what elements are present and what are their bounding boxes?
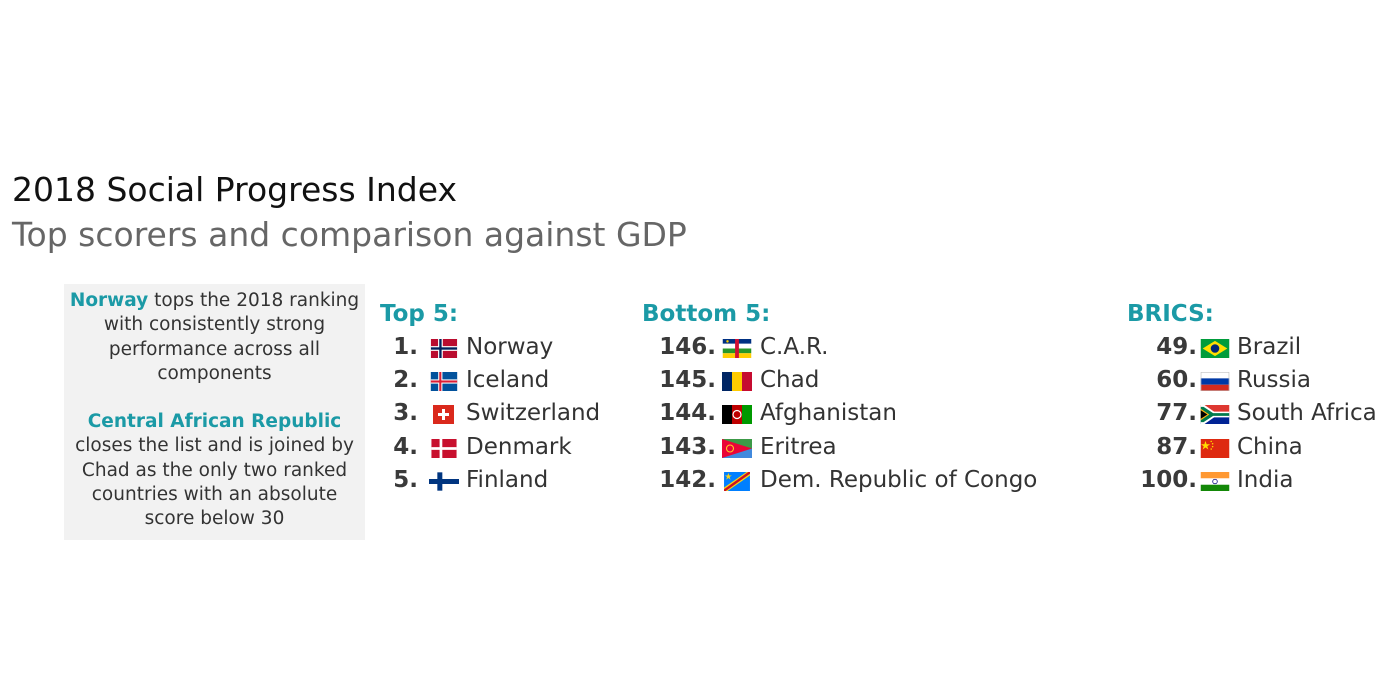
- list-item: 77. South Africa: [1127, 397, 1397, 430]
- drc-flag-icon: [724, 471, 750, 491]
- rank-number: 87.: [1156, 433, 1197, 460]
- country-name: Brazil: [1237, 334, 1302, 360]
- norway-flag-icon: [430, 339, 458, 358]
- brazil-flag-icon: [1200, 339, 1230, 358]
- country-name: Eritrea: [760, 433, 837, 460]
- list-item: 144. Afghanistan: [642, 397, 1062, 430]
- chad-flag-icon: [722, 372, 752, 392]
- country-name: Afghanistan: [760, 400, 897, 427]
- rank-number: 1.: [393, 334, 418, 360]
- list-item: 4. Denmark: [380, 431, 620, 464]
- list-item: 3. Switzerland: [380, 397, 620, 430]
- country-name: Denmark: [466, 433, 572, 460]
- country-name: Norway: [466, 334, 554, 360]
- rank-number: 60.: [1156, 367, 1197, 394]
- india-flag-icon: [1200, 471, 1230, 491]
- rank-number: 142.: [659, 466, 716, 493]
- list-item: 87. China: [1127, 431, 1397, 464]
- callout-text-top: tops the 2018 ranking with consistently …: [103, 290, 360, 384]
- rank-number: 3.: [393, 400, 418, 427]
- country-name: China: [1237, 433, 1303, 460]
- rank-number: 4.: [393, 433, 418, 460]
- summary-callout: Norway tops the 2018 ranking with consis…: [64, 284, 365, 540]
- callout-highlight-bottom: Central African Republic: [87, 411, 342, 433]
- russia-flag-icon: [1200, 372, 1230, 392]
- page-subtitle: Top scorers and comparison against GDP: [12, 215, 687, 254]
- afghanistan-flag-icon: [722, 405, 752, 425]
- rank-number: 100.: [1140, 466, 1197, 493]
- list-item: 49. Brazil: [1127, 331, 1397, 364]
- south-africa-flag-icon: [1200, 405, 1230, 425]
- callout-highlight-top: Norway: [69, 290, 149, 311]
- country-name: Finland: [466, 466, 549, 493]
- car-flag-icon: [722, 339, 752, 358]
- rank-number: 144.: [659, 400, 716, 427]
- country-name: Iceland: [466, 367, 550, 394]
- list-item: 142. Dem. Republic of Congo: [642, 464, 1062, 497]
- rank-number: 145.: [659, 367, 716, 394]
- country-name: Dem. Republic of Congo: [760, 466, 1038, 493]
- callout-paragraph-bottom: Central African Republic closes the list…: [64, 410, 365, 531]
- country-name: Switzerland: [466, 400, 601, 427]
- country-name: C.A.R.: [760, 334, 829, 360]
- top5-list: Top 5: 1. Norway 2. Iceland 3. Switzerla…: [380, 298, 620, 497]
- list-item: 5. Finland: [380, 464, 620, 497]
- denmark-flag-icon: [431, 438, 457, 458]
- callout-paragraph-top: Norway tops the 2018 ranking with consis…: [64, 289, 365, 386]
- rank-number: 143.: [659, 433, 716, 460]
- bottom5-heading: Bottom 5:: [642, 301, 771, 327]
- country-name: Russia: [1237, 367, 1311, 394]
- iceland-flag-icon: [430, 372, 458, 392]
- rank-number: 2.: [393, 367, 418, 394]
- top5-heading: Top 5:: [380, 301, 459, 327]
- country-name: Chad: [760, 367, 820, 394]
- list-item: 143. Eritrea: [642, 431, 1062, 464]
- china-flag-icon: [1200, 438, 1230, 458]
- bottom5-list: Bottom 5: 146. C.A.R. 145. Chad 144. Afg…: [642, 298, 1062, 497]
- country-name: South Africa: [1237, 400, 1377, 427]
- list-item: 1. Norway: [380, 331, 620, 364]
- rank-number: 49.: [1156, 334, 1197, 360]
- list-item: 145. Chad: [642, 364, 1062, 397]
- callout-text-bottom: closes the list and is joined by Chad as…: [75, 435, 354, 530]
- rank-number: 5.: [393, 466, 418, 493]
- finland-flag-icon: [429, 472, 459, 491]
- brics-list: BRICS: 49. Brazil 60. Russia 77. South A…: [1127, 298, 1397, 497]
- switzerland-flag-icon: [433, 405, 454, 425]
- list-item: 100. India: [1127, 464, 1397, 497]
- list-item: 60. Russia: [1127, 364, 1397, 397]
- country-name: India: [1237, 466, 1294, 493]
- rank-number: 77.: [1156, 400, 1197, 427]
- list-item: 146. C.A.R.: [642, 331, 1062, 364]
- eritrea-flag-icon: [722, 438, 752, 458]
- rank-number: 146.: [659, 334, 716, 360]
- brics-heading: BRICS:: [1127, 301, 1214, 327]
- list-item: 2. Iceland: [380, 364, 620, 397]
- page-title: 2018 Social Progress Index: [12, 170, 457, 209]
